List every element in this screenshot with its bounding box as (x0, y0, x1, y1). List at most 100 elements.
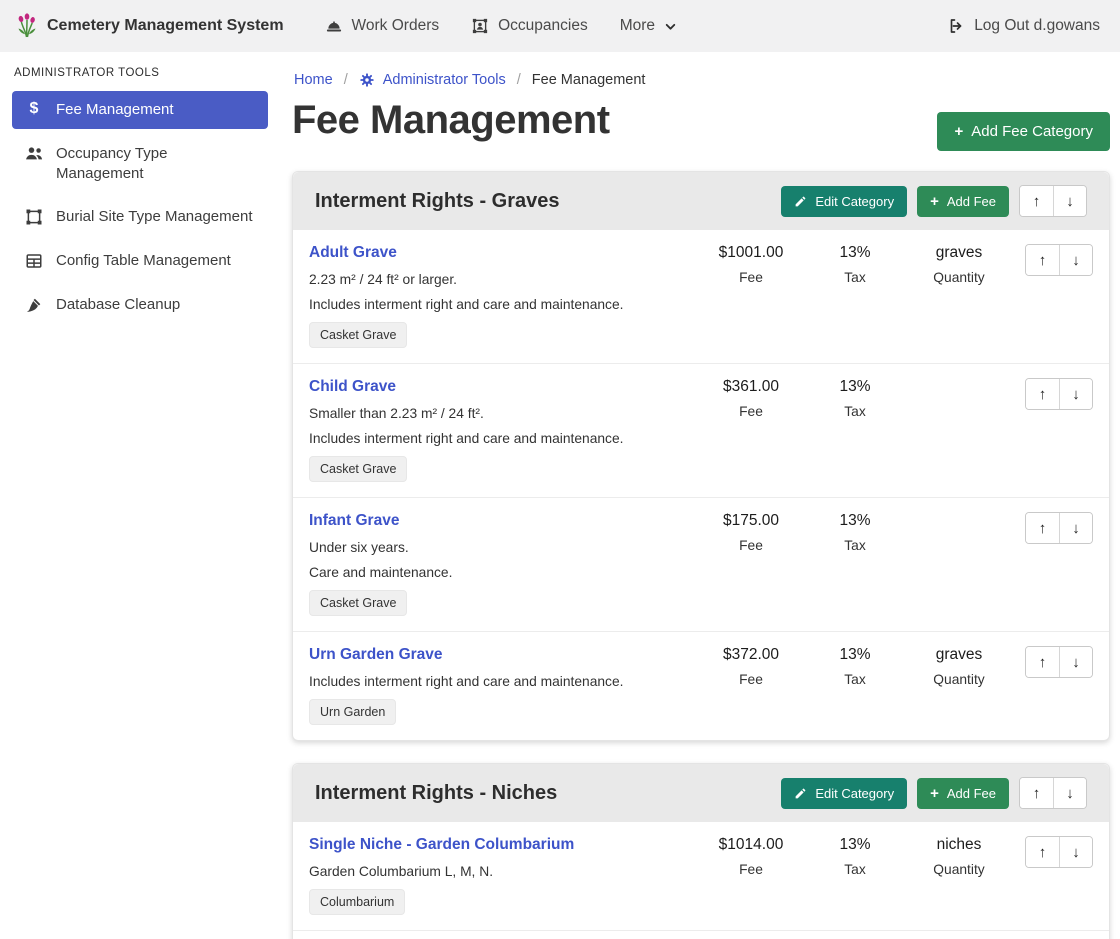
move-fee-up-button[interactable]: ↑ (1026, 379, 1059, 409)
arrow-up-icon: ↑ (1039, 654, 1047, 671)
quantity-label: Quantity (907, 862, 1011, 877)
tax-column: 13% Tax (803, 378, 907, 419)
pencil-icon (794, 787, 807, 800)
fee-amount-label: Fee (699, 672, 803, 687)
fee-reorder-group: ↑ ↓ (1025, 836, 1093, 868)
fee-type-badge: Casket Grave (309, 590, 407, 616)
quantity-column: niches Quantity (907, 836, 1011, 877)
fee-info: Child Grave Smaller than 2.23 m² / 24 ft… (309, 378, 699, 482)
nav-work-orders-label: Work Orders (352, 17, 440, 35)
move-fee-up-button[interactable]: ↑ (1026, 245, 1059, 275)
fee-reorder-group: ↑ ↓ (1025, 378, 1093, 410)
move-fee-down-button[interactable]: ↓ (1059, 245, 1092, 275)
fee-descriptions: 2.23 m² / 24 ft² or larger.Includes inte… (309, 272, 691, 312)
sidebar-item-database-cleanup[interactable]: Database Cleanup (12, 286, 268, 324)
fee-descriptions: Garden Columbarium L, M, N. (309, 864, 691, 879)
fee-description: Care and maintenance. (309, 565, 691, 580)
move-fee-up-button[interactable]: ↑ (1026, 513, 1059, 543)
fee-descriptions: Smaller than 2.23 m² / 24 ft².Includes i… (309, 406, 691, 446)
app-brand[interactable]: Cemetery Management System (16, 13, 284, 40)
tax-column: 13% Tax (803, 244, 907, 285)
tax-column: 13% Tax (803, 646, 907, 687)
move-category-up-button[interactable]: ↑ (1020, 186, 1053, 216)
nav-occupancies-label: Occupancies (498, 17, 588, 35)
move-category-up-button[interactable]: ↑ (1020, 778, 1053, 808)
move-category-down-button[interactable]: ↓ (1053, 186, 1086, 216)
arrow-down-icon: ↓ (1072, 654, 1080, 671)
fee-type-badge: Columbarium (309, 889, 405, 915)
main-content: Home / Administrator Tools / Fee Managem… (280, 52, 1120, 939)
arrow-up-icon: ↑ (1039, 386, 1047, 403)
move-category-down-button[interactable]: ↓ (1053, 778, 1086, 808)
fee-type-badge: Urn Garden (309, 699, 396, 725)
arrow-down-icon: ↓ (1072, 386, 1080, 403)
breadcrumb-separator: / (344, 72, 348, 88)
edit-category-button[interactable]: Edit Category (781, 778, 907, 809)
fee-description: Smaller than 2.23 m² / 24 ft². (309, 406, 691, 421)
add-fee-label: Add Fee (947, 194, 996, 209)
move-fee-down-button[interactable]: ↓ (1059, 379, 1092, 409)
fee-category-header: Interment Rights - Niches Edit Category … (293, 764, 1109, 822)
logout-button[interactable]: Log Out d.gowans (943, 9, 1104, 43)
sidebar-item-label: Fee Management (56, 100, 174, 120)
fee-type-badge: Casket Grave (309, 322, 407, 348)
move-fee-up-button[interactable]: ↑ (1026, 837, 1059, 867)
fee-info: Adult Grave 2.23 m² / 24 ft² or larger.I… (309, 244, 699, 348)
logout-label: Log Out d.gowans (974, 17, 1100, 35)
nav-links: Work Orders Occupancies More (312, 9, 691, 43)
fee-name-link[interactable]: Child Grave (309, 378, 691, 396)
sidebar-item-occupancy-type-management[interactable]: Occupancy Type Management (12, 135, 268, 193)
gear-icon (359, 72, 375, 88)
fee-amount-label: Fee (699, 538, 803, 553)
fee-description: Garden Columbarium L, M, N. (309, 864, 691, 879)
arrow-up-icon: ↑ (1039, 844, 1047, 861)
arrow-down-icon: ↓ (1066, 785, 1074, 802)
fee-reorder-group: ↑ ↓ (1025, 646, 1093, 678)
tax-label: Tax (803, 270, 907, 285)
fee-name-link[interactable]: Adult Grave (309, 244, 691, 262)
sidebar-item-fee-management[interactable]: $ Fee Management (12, 91, 268, 129)
category-reorder-group: ↑ ↓ (1019, 185, 1087, 217)
sidebar-item-burial-site-type-management[interactable]: Burial Site Type Management (12, 198, 268, 236)
move-fee-down-button[interactable]: ↓ (1059, 837, 1092, 867)
fee-info: Infant Grave Under six years.Care and ma… (309, 512, 699, 616)
users-icon (24, 145, 44, 162)
nav-more-label: More (620, 17, 655, 35)
fee-name-link[interactable]: Urn Garden Grave (309, 646, 691, 664)
fee-name-link[interactable]: Single Niche - Garden Columbarium (309, 836, 691, 854)
fee-amount: $372.00 (699, 646, 803, 664)
quantity-value: graves (907, 244, 1011, 262)
move-fee-up-button[interactable]: ↑ (1026, 647, 1059, 677)
plus-icon: + (930, 194, 939, 209)
fee-amount: $1014.00 (699, 836, 803, 854)
fee-amount-label: Fee (699, 270, 803, 285)
fee-amount-column: $372.00 Fee (699, 646, 803, 687)
add-fee-button[interactable]: + Add Fee (917, 778, 1009, 809)
fee-descriptions: Under six years.Care and maintenance. (309, 540, 691, 580)
sidebar-item-config-table-management[interactable]: Config Table Management (12, 242, 268, 280)
arrow-up-icon: ↑ (1039, 520, 1047, 537)
fee-name-link[interactable]: Infant Grave (309, 512, 691, 530)
occupancies-badge-icon (471, 17, 489, 35)
move-fee-down-button[interactable]: ↓ (1059, 513, 1092, 543)
tax-column: 13% Tax (803, 836, 907, 877)
sidebar-item-label: Occupancy Type Management (56, 144, 256, 184)
quantity-column (907, 378, 1011, 386)
add-fee-button[interactable]: + Add Fee (917, 186, 1009, 217)
fee-row: Companion Niche - Garden Columbarium Gar… (293, 930, 1109, 939)
quantity-column (907, 512, 1011, 520)
breadcrumb-home-link[interactable]: Home (294, 72, 333, 88)
nav-more[interactable]: More (607, 9, 690, 43)
tax-label: Tax (803, 404, 907, 419)
fee-amount-column: $1014.00 Fee (699, 836, 803, 877)
add-fee-category-button[interactable]: + Add Fee Category (937, 112, 1110, 151)
breadcrumb-admin-tools-link[interactable]: Administrator Tools (359, 72, 506, 88)
nav-work-orders[interactable]: Work Orders (312, 9, 453, 43)
fee-row: Child Grave Smaller than 2.23 m² / 24 ft… (293, 363, 1109, 497)
breadcrumb-admin-tools-label: Administrator Tools (383, 72, 506, 88)
fee-amount-column: $175.00 Fee (699, 512, 803, 553)
edit-category-button[interactable]: Edit Category (781, 186, 907, 217)
move-fee-down-button[interactable]: ↓ (1059, 647, 1092, 677)
app-title: Cemetery Management System (47, 17, 284, 35)
nav-occupancies[interactable]: Occupancies (458, 9, 601, 43)
